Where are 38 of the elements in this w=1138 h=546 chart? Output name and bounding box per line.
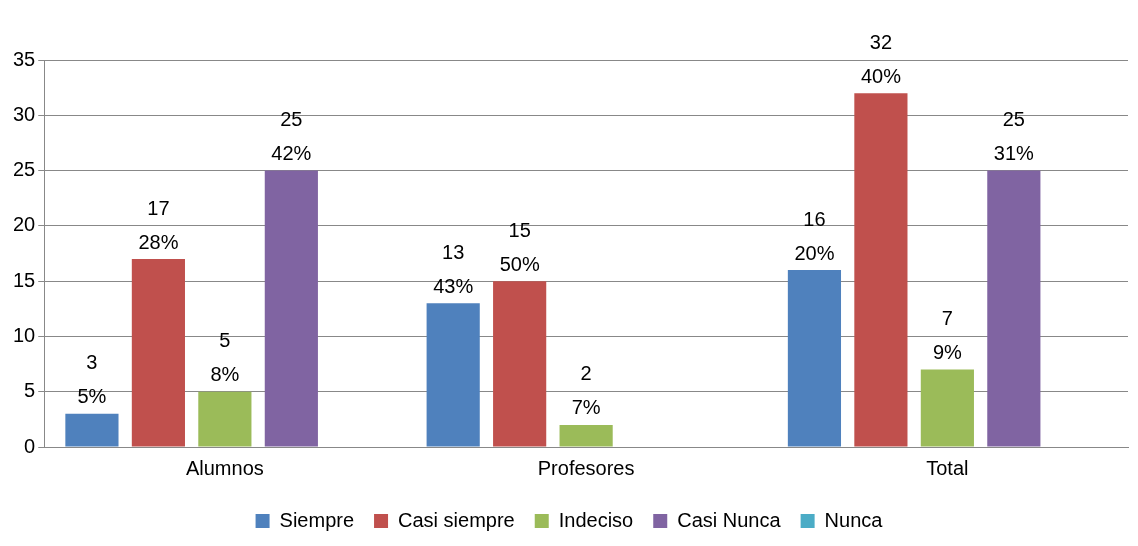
y-tick-label: 25 xyxy=(13,158,36,181)
bar xyxy=(559,424,613,447)
data-label: 17 28% xyxy=(138,196,179,253)
bar xyxy=(920,369,974,447)
x-tick-label: Profesores xyxy=(537,456,635,479)
y-tick-label: 20 xyxy=(13,213,36,236)
bar xyxy=(493,281,547,447)
y-tick-label: 15 xyxy=(13,268,36,291)
legend-label: Nunca xyxy=(824,508,884,531)
y-tick-label: 35 xyxy=(13,47,36,70)
legend-label: Indeciso xyxy=(558,508,634,531)
y-tick-label: 5 xyxy=(24,379,36,402)
x-tick-label: Alumnos xyxy=(185,456,264,479)
bar xyxy=(65,413,119,447)
x-tick-label: Total xyxy=(926,456,969,479)
data-label: 7 9% xyxy=(932,307,963,364)
legend-label: Siempre xyxy=(279,508,355,531)
data-label: 16 20% xyxy=(794,207,835,264)
bar xyxy=(426,303,480,447)
data-label: 3 5% xyxy=(77,351,107,408)
data-label: 2 7% xyxy=(571,362,601,419)
data-label: 25 42% xyxy=(271,108,312,165)
legend-label: Casi Nunca xyxy=(677,508,782,531)
data-label: 13 43% xyxy=(433,240,474,297)
data-label: 5 8% xyxy=(210,329,240,386)
bar xyxy=(787,270,842,447)
y-tick-label: 0 xyxy=(24,434,36,457)
bar xyxy=(854,93,908,447)
y-tick-label: 30 xyxy=(13,102,36,125)
legend-label: Casi siempre xyxy=(398,508,515,531)
data-label: 32 40% xyxy=(860,30,902,87)
bar xyxy=(198,391,252,447)
data-label: 15 50% xyxy=(499,218,540,275)
bar xyxy=(131,259,185,447)
data-label: 25 31% xyxy=(993,108,1035,165)
y-tick-label: 10 xyxy=(13,323,36,346)
bar xyxy=(264,170,318,447)
bar xyxy=(987,170,1041,447)
